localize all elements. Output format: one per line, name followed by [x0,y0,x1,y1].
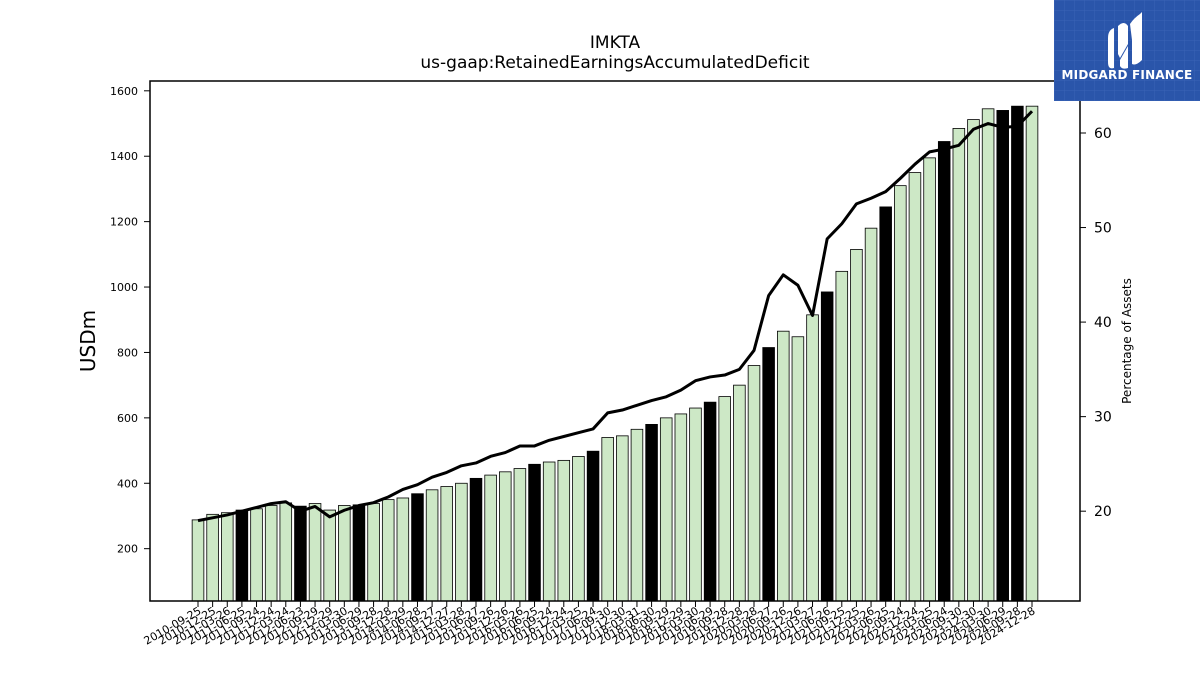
logo-text: MIDGARD FINANCE [1061,68,1193,82]
y2-tick-label: 50 [1094,221,1112,237]
y-tick-label: 1000 [110,281,138,294]
bar [937,141,951,602]
bar [616,435,629,602]
bar [850,249,863,602]
bar [542,461,556,602]
bar [352,504,366,602]
y-tick-label: 200 [117,543,138,556]
bar [191,519,205,602]
bar [586,450,600,602]
bar [440,486,453,602]
brand-logo: MIDGARD FINANCE [1054,0,1200,101]
logo-mark-icon [1054,0,1200,101]
bar [1025,105,1039,602]
bar [469,477,483,602]
bar [513,468,527,602]
bar [279,502,293,602]
chart-subtitle: us-gaap:RetainedEarningsAccumulatedDefic… [420,53,810,73]
bar [762,347,775,602]
y-tick-label: 1200 [110,216,138,229]
bar [601,437,614,602]
bar [206,513,219,602]
bar [952,128,966,602]
y-tick-label: 1400 [110,150,138,163]
bar [689,407,702,602]
bar [923,157,936,602]
bar [381,499,395,602]
bar [703,401,717,602]
bar [411,493,424,602]
bar [864,227,878,602]
y2-axis-label: Percentage of Assets [1120,278,1134,404]
y2-tick-label: 30 [1094,410,1112,426]
bar [835,270,849,602]
y-tick-label: 800 [117,346,138,359]
pct-line-layer [197,110,1034,523]
bar [879,206,892,602]
bar [777,330,790,602]
bar [308,503,322,602]
bar [996,110,1009,602]
y2-tick-label: 40 [1094,315,1112,331]
bar [557,459,571,602]
pct-of-assets-line [197,110,1034,523]
bar [499,471,512,602]
bar [718,396,731,602]
bar [733,384,746,602]
bar [425,489,439,602]
bar [323,509,336,602]
bar [791,336,805,602]
y-axis-label: USDm [76,310,100,372]
bar [528,463,541,602]
bar [250,508,263,602]
y-tick-label: 600 [117,412,138,425]
bar [630,428,644,602]
bar [484,474,497,602]
bar [747,365,761,602]
bar [367,503,380,602]
bar [1011,105,1024,602]
y-tick-label: 400 [117,477,138,490]
chart-title: IMKTA [590,33,641,53]
plot-frame [149,80,1081,602]
bar [396,497,410,602]
bar [659,417,673,602]
y2-tick-label: 20 [1094,504,1112,520]
bar [221,512,234,602]
axes: 2004006008001000120014001600203040506020… [110,80,1112,648]
bar [820,291,834,602]
bar [674,413,688,602]
bar [572,456,585,602]
bar [338,505,351,602]
bar [806,314,819,602]
bar [894,185,907,602]
y2-tick-label: 60 [1094,126,1112,142]
bar [967,119,980,602]
y-tick-label: 1600 [110,85,138,98]
bar [294,505,307,602]
bar [235,509,249,602]
bars [191,105,1039,602]
bar [455,482,468,602]
bar [908,172,922,602]
bar [645,423,658,602]
bar [981,108,995,602]
bar [264,505,278,602]
